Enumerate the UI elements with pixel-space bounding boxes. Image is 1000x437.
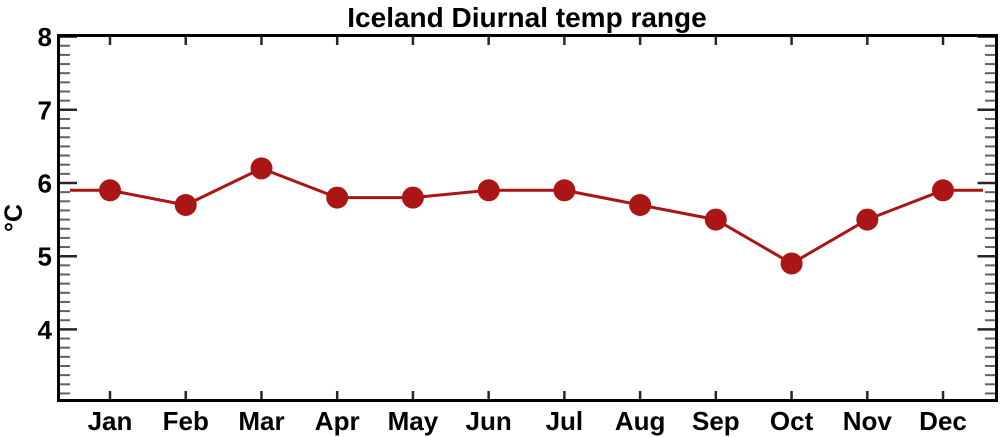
data-point-jul: [553, 179, 576, 202]
x-tick-label-jul: Jul: [546, 406, 584, 436]
y-tick-label-7: 7: [38, 95, 52, 125]
data-point-dec: [932, 179, 954, 202]
x-tick-label-apr: Apr: [315, 406, 360, 436]
x-tick-label-sep: Sep: [692, 406, 740, 436]
y-tick-label-8: 8: [38, 22, 52, 52]
data-point-jan: [99, 179, 121, 202]
data-point-jun: [477, 179, 500, 202]
y-tick-label-5: 5: [38, 242, 52, 272]
data-point-may: [401, 186, 424, 209]
x-tick-label-oct: Oct: [770, 406, 814, 436]
x-tick-label-mar: Mar: [238, 406, 284, 436]
data-point-feb: [174, 194, 197, 216]
temperature-line: [70, 166, 983, 266]
x-tick-label-dec: Dec: [919, 406, 967, 436]
x-tick-label-aug: Aug: [615, 406, 666, 436]
y-tick-label-4: 4: [38, 315, 53, 345]
x-tick-label-may: May: [388, 406, 439, 436]
x-tick-label-jun: Jun: [466, 406, 512, 436]
data-point-nov: [856, 208, 879, 231]
data-point-aug: [629, 194, 652, 216]
chart-title: Iceland Diurnal temp range: [347, 2, 706, 33]
x-tick-label-feb: Feb: [163, 406, 209, 436]
data-point-apr: [326, 186, 349, 209]
x-tick-label-nov: Nov: [843, 406, 893, 436]
plot-area: 4 5 6 7 8 Jan Feb Mar Apr May Jun Jul Aug Sep Oct Nov De…: [38, 22, 998, 436]
data-point-oct: [780, 252, 803, 275]
y-axis-label: °C: [0, 204, 28, 232]
data-point-sep: [704, 208, 727, 231]
data-point-mar: [250, 157, 273, 180]
y-tick-label-6: 6: [38, 169, 52, 199]
x-tick-label-jan: Jan: [88, 406, 133, 436]
